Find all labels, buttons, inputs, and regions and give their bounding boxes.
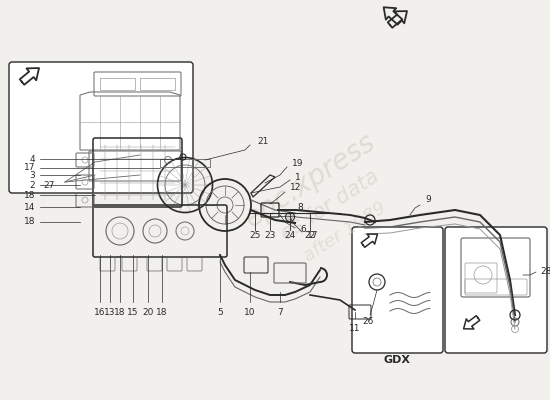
Text: 23: 23 [265, 230, 276, 240]
FancyBboxPatch shape [445, 227, 547, 353]
Text: 7: 7 [277, 308, 283, 317]
Text: 8: 8 [297, 202, 303, 212]
Text: 4: 4 [29, 154, 35, 164]
Text: 5: 5 [217, 308, 223, 317]
Text: 17: 17 [307, 230, 318, 240]
Text: 19: 19 [292, 158, 304, 168]
Text: 11: 11 [349, 324, 361, 333]
Text: 14: 14 [24, 202, 35, 212]
Text: 22: 22 [304, 230, 316, 240]
Text: 13: 13 [104, 308, 116, 317]
Text: 2: 2 [29, 180, 35, 190]
Text: 9: 9 [425, 196, 431, 204]
Text: 17: 17 [24, 164, 35, 172]
Text: 28: 28 [540, 268, 550, 276]
Text: 24: 24 [284, 230, 296, 240]
Text: epc.xpress: epc.xpress [239, 127, 381, 233]
Text: 25: 25 [249, 230, 261, 240]
Text: 1: 1 [295, 172, 301, 182]
Text: 26: 26 [362, 318, 373, 326]
Text: es for data: es for data [277, 166, 383, 244]
Text: 18: 18 [114, 308, 126, 317]
Text: 16: 16 [94, 308, 106, 317]
Bar [160, 159, 210, 167]
Bar [100, 78, 135, 90]
Text: 20: 20 [142, 308, 153, 317]
FancyBboxPatch shape [9, 62, 193, 193]
Text: 3: 3 [29, 170, 35, 180]
Text: 18: 18 [24, 218, 35, 226]
Text: 18: 18 [24, 190, 35, 200]
Bar [140, 78, 175, 90]
Text: 21: 21 [257, 138, 268, 146]
Text: 18: 18 [156, 308, 168, 317]
Text: 15: 15 [127, 308, 139, 317]
Text: GDX: GDX [384, 355, 411, 365]
FancyBboxPatch shape [352, 227, 443, 353]
Text: 12: 12 [290, 184, 301, 192]
Text: 6: 6 [300, 226, 306, 234]
Text: after 1989: after 1989 [300, 199, 389, 265]
Text: 10: 10 [244, 308, 256, 317]
Text: 27: 27 [43, 180, 55, 190]
